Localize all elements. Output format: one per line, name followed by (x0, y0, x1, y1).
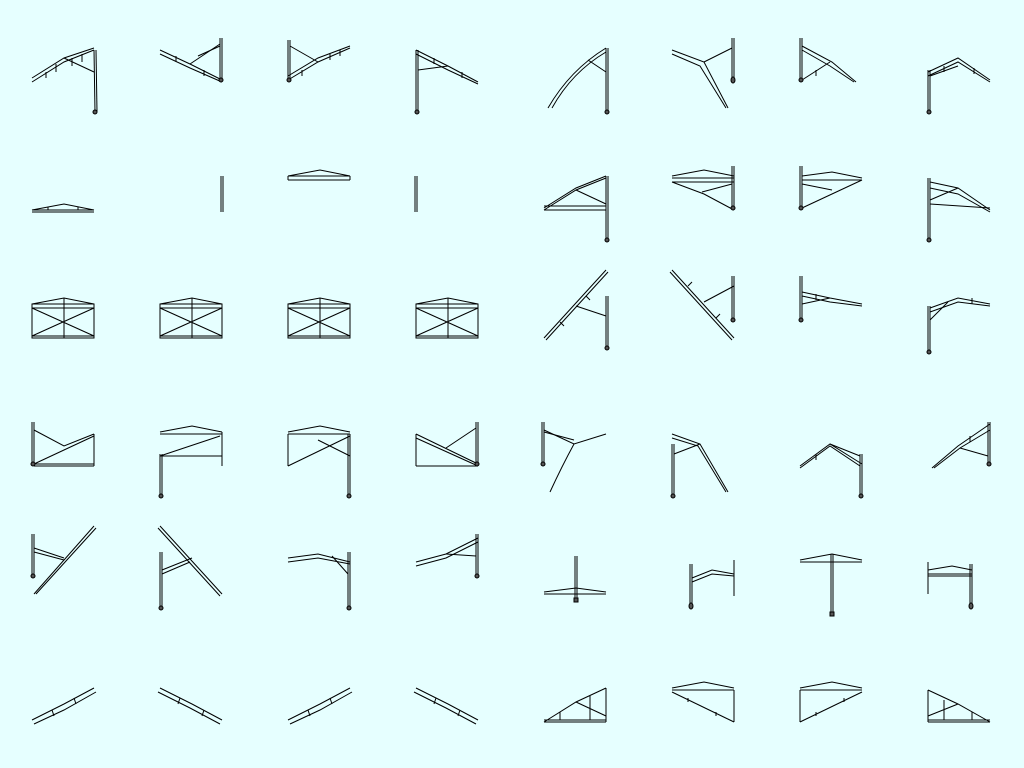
sprite-cell (256, 128, 384, 256)
diagonal-truss-left-pole-icon (157, 525, 223, 611)
sprite-cell (640, 0, 768, 128)
truss-canopy-right-pole-icon (798, 276, 863, 323)
truss-canopy-left-pole-icon (931, 422, 992, 469)
vertical-post-icon (414, 176, 418, 212)
truss-box-frame-icon (159, 297, 223, 339)
flat-truss-icon (287, 169, 351, 181)
diagonal-truss-left-pole-icon (30, 525, 97, 595)
sprite-cell (384, 128, 512, 256)
sprite-cell (512, 0, 640, 128)
truss-box-frame-icon (31, 297, 95, 339)
sprite-cell (128, 0, 256, 128)
sprite-cell (768, 640, 896, 768)
sprite-cell (0, 512, 128, 640)
truss-canopy-left-pole-icon (31, 47, 98, 115)
truss-triangle-icon (927, 689, 991, 723)
truss-frame-left-pole-icon (671, 166, 736, 211)
sprite-cell (768, 512, 896, 640)
sprite-cell (640, 256, 768, 384)
sprite-cell (256, 640, 384, 768)
sprite-cell (640, 384, 768, 512)
sprite-cell (0, 128, 128, 256)
sloped-truss-icon (31, 687, 97, 725)
sprite-cell (512, 512, 640, 640)
truss-canopy-arc-icon (671, 38, 736, 109)
sprite-cell (256, 512, 384, 640)
truss-canopy-right-pole-icon (798, 38, 857, 83)
truss-canopy-right-pole-icon (926, 57, 991, 115)
cross-truss-post-icon (543, 556, 607, 603)
truss-canopy-left-pole-icon (159, 38, 224, 83)
t-truss-post-icon (799, 553, 863, 617)
sprite-cell (128, 384, 256, 512)
truss-frame-right-pole-icon (30, 422, 95, 467)
goalpost-truss-icon (688, 560, 735, 610)
truss-canopy-arc-icon (540, 422, 607, 493)
sprite-cell (128, 256, 256, 384)
truss-triangle-icon (543, 687, 607, 723)
truss-frame-left-pole-icon (415, 422, 480, 467)
truss-canopy-right-pole-icon (287, 552, 352, 611)
sprite-cell (0, 640, 128, 768)
goalpost-truss-icon (927, 562, 974, 610)
sprite-cell (768, 256, 896, 384)
sprite-cell (896, 256, 1024, 384)
sprite-cell (128, 128, 256, 256)
sprite-cell (0, 384, 128, 512)
sloped-truss-icon (413, 687, 479, 725)
sloped-truss-icon (287, 687, 353, 725)
diagonal-truss-left-pole-icon (669, 269, 736, 341)
sprite-cell (896, 384, 1024, 512)
sprite-cell (128, 512, 256, 640)
sprite-cell (384, 0, 512, 128)
sprite-cell (640, 640, 768, 768)
sprite-cell (512, 384, 640, 512)
truss-frame-right-pole-icon (926, 178, 991, 243)
truss-box-frame-icon (415, 297, 479, 339)
sprite-cell (896, 0, 1024, 128)
sprite-cell (0, 0, 128, 128)
sprite-cell (896, 640, 1024, 768)
truss-canopy-left-pole-icon (799, 443, 864, 499)
sprite-cell (384, 256, 512, 384)
truss-frame-left-pole-icon (287, 425, 352, 499)
sprite-cell (896, 128, 1024, 256)
sprite-cell (256, 0, 384, 128)
sprite-cell (768, 384, 896, 512)
sprite-cell (768, 128, 896, 256)
truss-canopy-right-pole-icon (926, 297, 991, 355)
sprite-cell (0, 256, 128, 384)
sprite-cell (384, 384, 512, 512)
truss-box-frame-icon (287, 297, 351, 339)
truss-triangle-icon (671, 681, 735, 723)
sprite-cell (128, 640, 256, 768)
sprite-cell (640, 512, 768, 640)
truss-canopy-right-pole-icon (286, 40, 351, 83)
sprite-cell (256, 384, 384, 512)
truss-triangle-icon (799, 681, 863, 723)
sprite-cell (512, 128, 640, 256)
truss-canopy-left-pole-icon (415, 534, 480, 579)
flat-truss-icon (31, 203, 95, 213)
sloped-truss-icon (157, 687, 223, 725)
vertical-post-icon (220, 176, 224, 212)
truss-frame-left-pole-icon (543, 175, 610, 243)
sprite-cell (256, 256, 384, 384)
sprite-cell (384, 512, 512, 640)
truss-frame-right-pole-icon (798, 166, 863, 211)
sprite-cell (640, 128, 768, 256)
sprite-cell (896, 512, 1024, 640)
truss-canopy-arc-icon (547, 47, 610, 115)
truss-frame-left-pole-icon (158, 425, 223, 499)
diagonal-truss-left-pole-icon (543, 269, 610, 351)
truss-canopy-arc-icon (670, 433, 729, 499)
sprite-cell (384, 640, 512, 768)
sprite-cell (512, 256, 640, 384)
truss-canopy-right-pole-icon (414, 49, 479, 115)
sprite-cell (768, 0, 896, 128)
sprite-cell (512, 640, 640, 768)
